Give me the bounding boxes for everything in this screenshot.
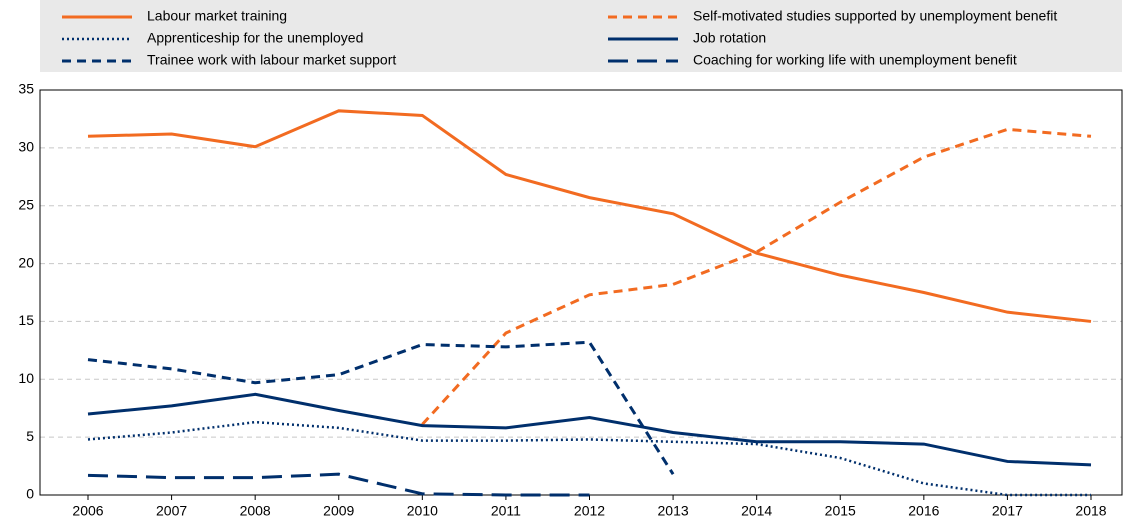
series-line bbox=[87, 472, 590, 497]
legend-label: Trainee work with labour market support bbox=[147, 52, 396, 68]
x-tick-label: 2017 bbox=[992, 503, 1023, 519]
series-line bbox=[87, 109, 1092, 323]
x-tick-label: 2012 bbox=[574, 503, 605, 519]
y-tick-label: 20 bbox=[18, 254, 34, 270]
legend-label: Job rotation bbox=[693, 30, 766, 46]
legend-background bbox=[40, 0, 1122, 72]
x-tick-label: 2016 bbox=[908, 503, 939, 519]
x-tick-label: 2018 bbox=[1075, 503, 1106, 519]
x-tick-label: 2010 bbox=[407, 503, 438, 519]
y-tick-label: 5 bbox=[26, 428, 34, 444]
series-line bbox=[87, 392, 1092, 467]
x-tick-label: 2014 bbox=[741, 503, 772, 519]
series-line bbox=[87, 340, 675, 475]
legend-label: Coaching for working life with unemploym… bbox=[693, 52, 1017, 68]
series-line bbox=[87, 420, 1091, 497]
x-tick-label: 2006 bbox=[72, 503, 103, 519]
y-tick-label: 0 bbox=[26, 486, 34, 502]
x-tick-label: 2011 bbox=[491, 503, 521, 519]
x-tick-label: 2013 bbox=[658, 503, 689, 519]
y-tick-label: 15 bbox=[18, 312, 34, 328]
y-tick-label: 35 bbox=[18, 81, 34, 97]
x-tick-label: 2008 bbox=[240, 503, 271, 519]
x-tick-label: 2007 bbox=[156, 503, 187, 519]
legend-label: Self-motivated studies supported by unem… bbox=[693, 8, 1057, 24]
series-line bbox=[421, 127, 1092, 426]
plot-frame bbox=[39, 89, 1123, 496]
y-tick-label: 25 bbox=[18, 196, 34, 212]
x-tick-label: 2009 bbox=[323, 503, 354, 519]
y-tick-label: 10 bbox=[18, 370, 34, 386]
y-tick-label: 30 bbox=[18, 139, 34, 155]
legend-label: Apprenticeship for the unemployed bbox=[147, 30, 363, 46]
x-tick-label: 2015 bbox=[825, 503, 856, 519]
legend-label: Labour market training bbox=[147, 8, 287, 24]
